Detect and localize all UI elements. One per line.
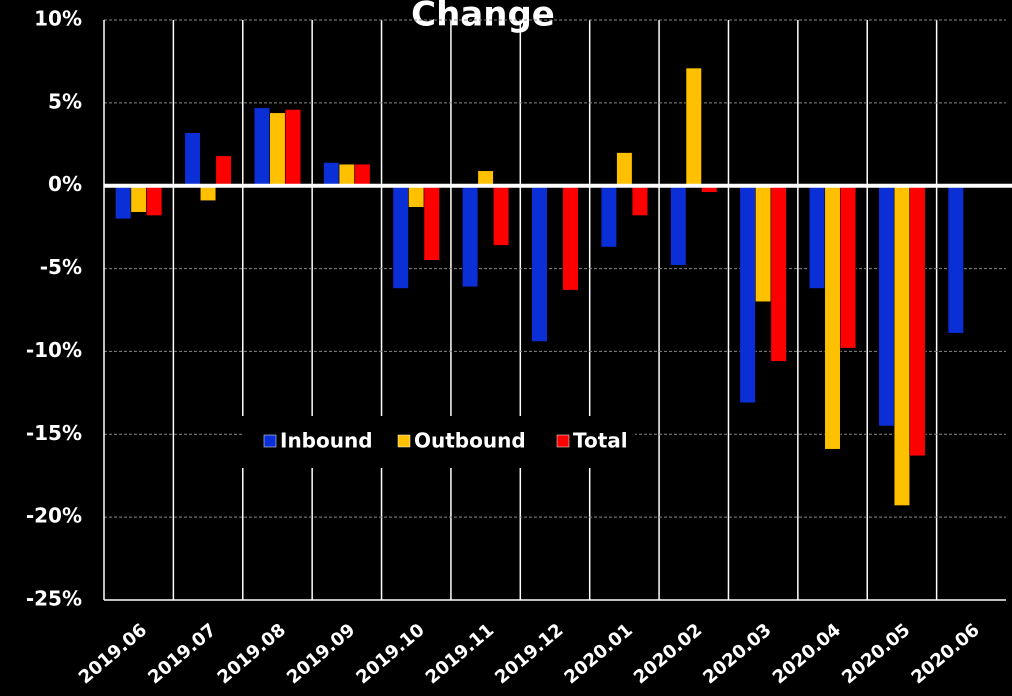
y-tick-label: -5%	[40, 255, 82, 279]
legend-box	[242, 416, 635, 468]
bar	[770, 185, 787, 362]
bar	[477, 170, 494, 186]
bar	[115, 185, 132, 220]
bar	[392, 185, 409, 289]
bar	[323, 162, 340, 186]
y-tick-label: -15%	[26, 421, 82, 445]
bar	[184, 132, 201, 186]
bar	[130, 185, 147, 213]
bar	[200, 185, 217, 201]
y-tick-label: 0%	[48, 172, 82, 196]
bar	[824, 185, 841, 450]
legend-label: Outbound	[414, 429, 526, 453]
bar	[893, 185, 910, 506]
legend-swatch	[556, 434, 570, 448]
legend-swatch	[263, 434, 277, 448]
bar	[631, 185, 648, 216]
bar	[739, 185, 756, 404]
bar	[354, 163, 371, 186]
bar	[493, 185, 510, 246]
bar	[462, 185, 479, 288]
bar	[947, 185, 964, 334]
y-tick-label: 10%	[34, 7, 82, 31]
bar	[909, 185, 926, 457]
bar	[284, 109, 301, 186]
y-tick-label: -10%	[26, 338, 82, 362]
bar	[670, 185, 687, 266]
bar	[685, 67, 702, 186]
bar	[269, 112, 286, 186]
bar	[408, 185, 425, 208]
bar	[338, 163, 355, 186]
bar	[562, 185, 579, 291]
legend-label: Inbound	[280, 429, 373, 453]
bar	[616, 152, 633, 186]
bar	[878, 185, 895, 427]
bar	[755, 185, 772, 302]
bar	[146, 185, 163, 216]
bar	[253, 107, 270, 186]
y-tick-label: 5%	[48, 89, 82, 113]
y-tick-label: -20%	[26, 504, 82, 528]
bar	[809, 185, 826, 289]
legend-label: Total	[573, 429, 628, 453]
legend-swatch	[397, 434, 411, 448]
bar	[423, 185, 440, 261]
bar	[840, 185, 857, 349]
chart-title: Change	[411, 0, 555, 35]
bar	[531, 185, 548, 342]
bar	[215, 155, 232, 186]
y-tick-label: -25%	[26, 587, 82, 611]
bar	[600, 185, 617, 248]
